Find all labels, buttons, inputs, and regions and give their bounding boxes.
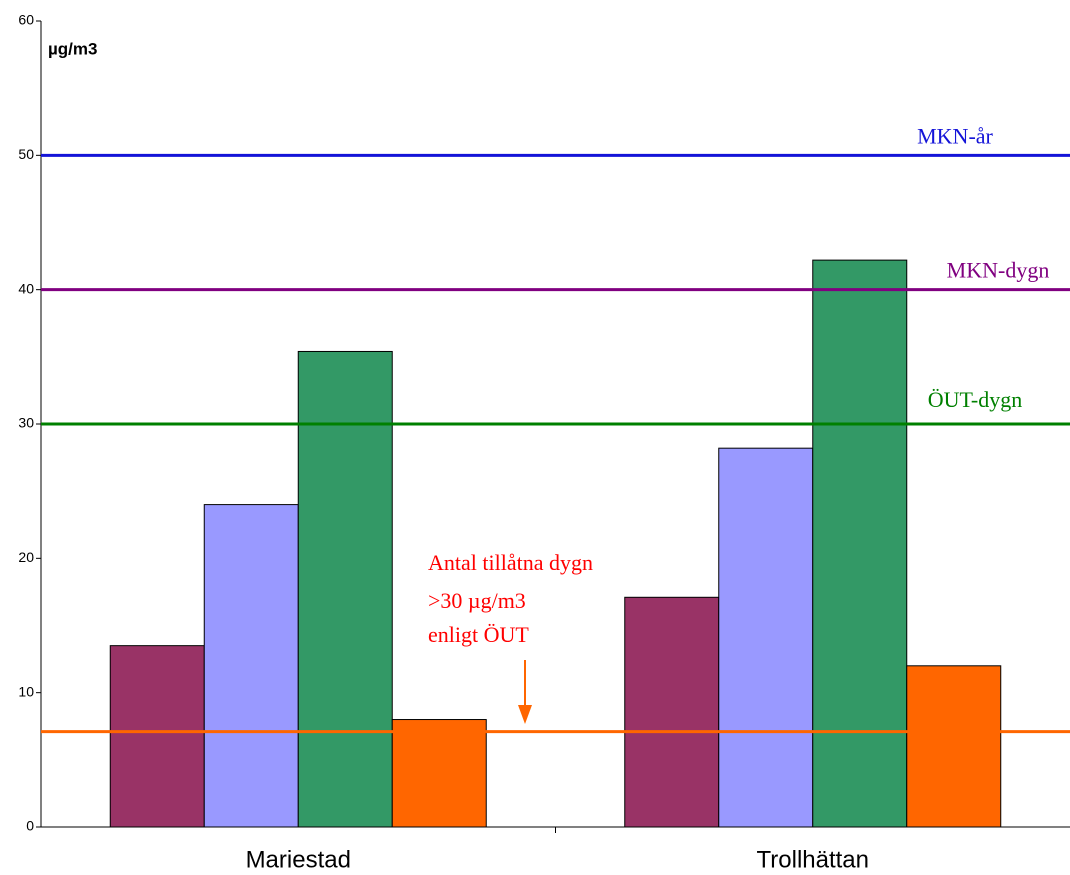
annotation-arrowhead [518,705,532,724]
bar [391,719,487,828]
bar [624,596,720,828]
reference-label: ÖUT-dygn [928,387,1023,412]
x-tick-label: Trollhättan [757,846,870,870]
bar [297,350,393,828]
x-tick-label: Mariestad [246,846,351,870]
annotation-text: enligt ÖUT [428,622,529,647]
bar [906,665,1002,828]
reference-label: MKN-år [917,123,993,148]
reference-label: MKN-dygn [947,258,1050,283]
bar [718,447,814,828]
y-axis-label: µg/m3 [48,39,97,58]
y-tick-label: 50 [18,146,34,162]
bar [109,645,205,828]
y-tick-label: 40 [18,280,34,296]
annotation-text: >30 µg/m3 [428,588,526,613]
y-tick-label: 0 [26,818,34,834]
y-tick-label: 60 [18,12,34,28]
bar [203,504,299,828]
bar [812,259,908,828]
annotation-text: Antal tillåtna dygn [428,550,593,575]
y-tick-label: 20 [18,549,34,565]
y-tick-label: 10 [18,683,34,699]
y-tick-label: 30 [18,415,34,431]
